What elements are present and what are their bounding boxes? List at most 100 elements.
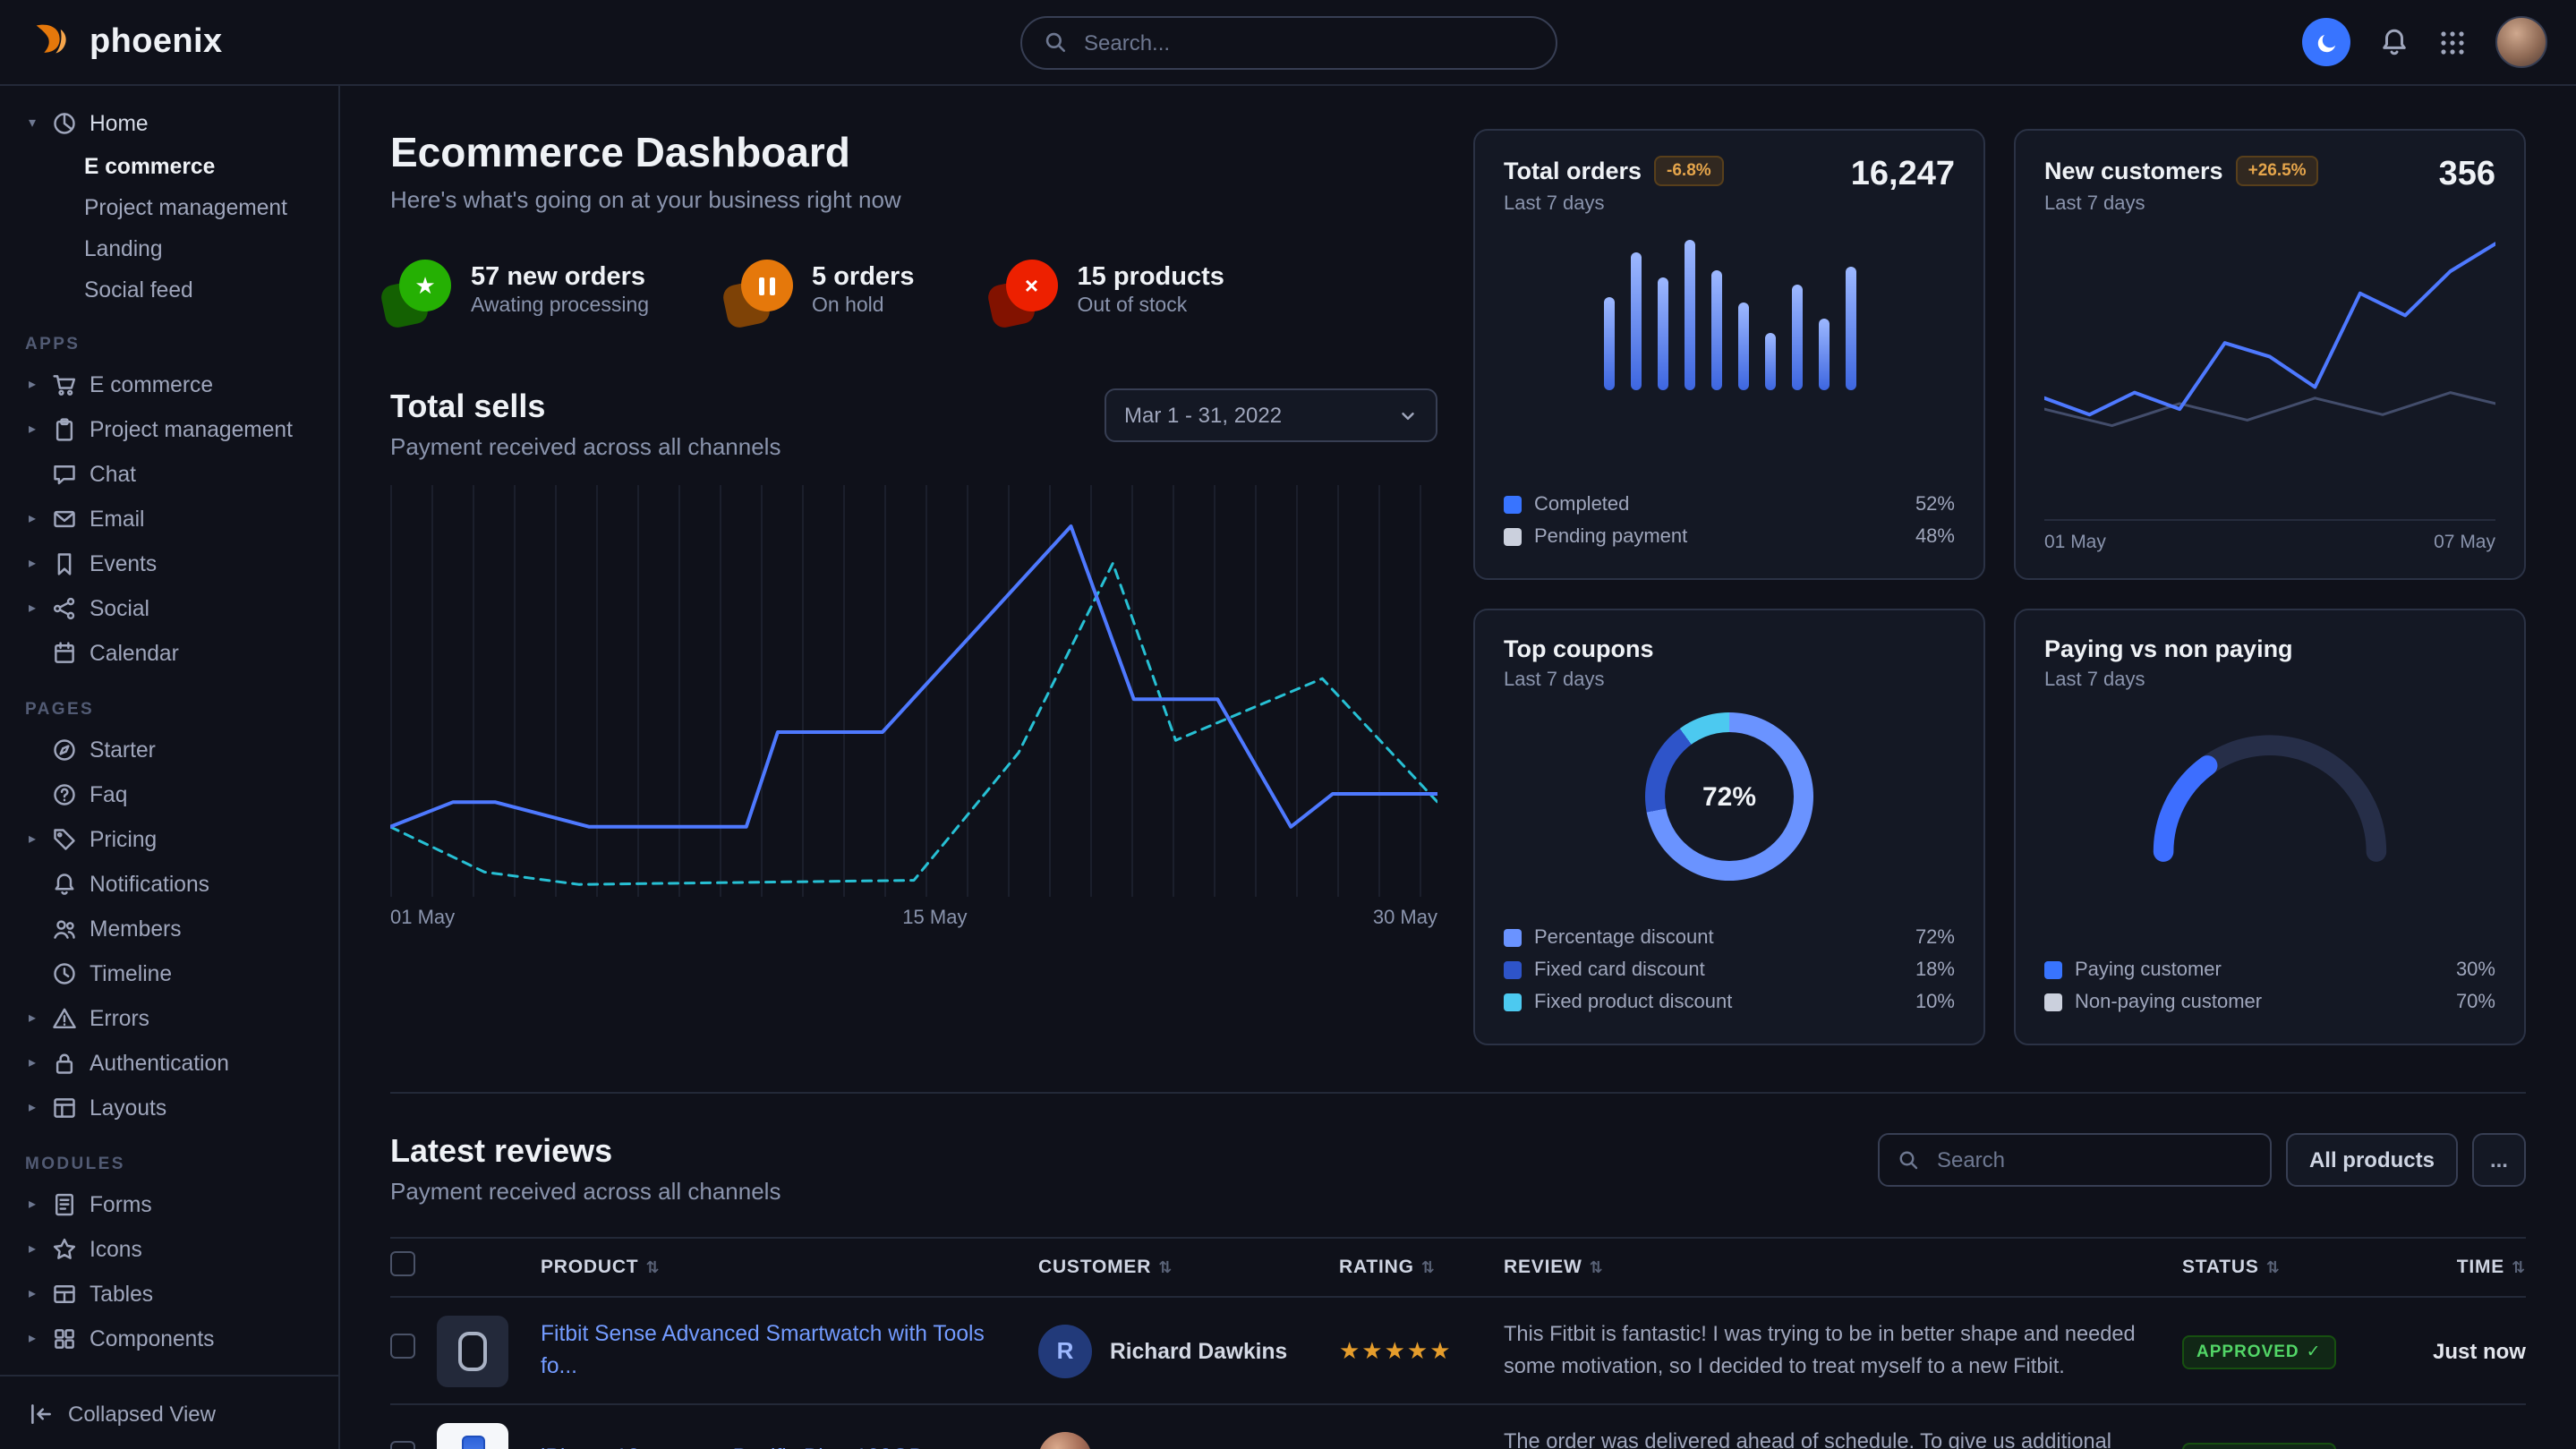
paying-card: Paying vs non paying Last 7 days Paying	[2014, 609, 2526, 1045]
sidebar-item-social[interactable]: ▸ Social	[0, 585, 338, 630]
clock-icon	[52, 960, 77, 985]
sidebar-item-chat[interactable]: Chat	[0, 451, 338, 496]
apps-grid-icon[interactable]	[2438, 28, 2467, 56]
sidebar-subitem-project-management[interactable]: Project management	[0, 186, 338, 227]
card-title: Total orders	[1504, 158, 1642, 184]
date-range-value: Mar 1 - 31, 2022	[1124, 403, 1282, 428]
user-avatar[interactable]	[2495, 16, 2547, 68]
legend-swatch	[2044, 961, 2062, 979]
caret-right-icon: ▸	[25, 1196, 39, 1212]
sidebar-item-tables[interactable]: ▸ Tables	[0, 1271, 338, 1316]
sidebar-item-email[interactable]: ▸ Email	[0, 496, 338, 541]
date-range-select[interactable]: Mar 1 - 31, 2022	[1105, 388, 1437, 442]
tag-icon	[52, 826, 77, 851]
card-caption: Last 7 days	[2044, 669, 2293, 691]
legend-item-non-paying-customer: Non-paying customer70%	[2044, 986, 2495, 1019]
sidebar-subitem-social-feed[interactable]: Social feed	[0, 268, 338, 310]
table-row[interactable]: Fitbit Sense Advanced Smartwatch with To…	[390, 1298, 2526, 1405]
theme-toggle-moon-icon[interactable]	[2302, 18, 2350, 66]
card-title: New customers	[2044, 158, 2223, 184]
sort-icon: ⇅	[1421, 1257, 1436, 1277]
more-options-button[interactable]: ...	[2472, 1133, 2526, 1187]
legend-swatch	[1504, 961, 1522, 979]
sort-icon: ⇅	[2266, 1257, 2281, 1277]
product-thumbnail	[437, 1422, 508, 1449]
column-header-product[interactable]: PRODUCT ⇅	[541, 1257, 1038, 1278]
reviews-search[interactable]	[1878, 1133, 2272, 1187]
sidebar-item-project-management[interactable]: ▸ Project management	[0, 406, 338, 451]
sidebar-item-home[interactable]: ▾ Home	[0, 100, 338, 145]
notifications-bell-icon[interactable]	[2379, 27, 2410, 57]
select-all-checkbox[interactable]	[390, 1250, 415, 1275]
star-badge-icon: ★	[390, 260, 451, 320]
legend-swatch	[1504, 929, 1522, 947]
chevron-down-icon	[1398, 405, 1418, 425]
product-link[interactable]: iPhone 13 pro max-Pacific Blue-128GB sto…	[541, 1443, 1038, 1449]
legend-item-fixed-card-discount: Fixed card discount18%	[1504, 954, 1955, 986]
sidebar-item-icons[interactable]: ▸ Icons	[0, 1226, 338, 1271]
sidebar-item-faq[interactable]: Faq	[0, 771, 338, 816]
collapse-sidebar-button[interactable]: Collapsed View	[0, 1375, 338, 1449]
sidebar-item-layouts[interactable]: ▸ Layouts	[0, 1085, 338, 1129]
sidebar-item-forms[interactable]: ▸ Forms	[0, 1181, 338, 1226]
sidebar-section-apps: APPS	[25, 335, 338, 354]
search-input[interactable]	[1080, 28, 1533, 56]
status-badge: APPROVED ✓	[2182, 1442, 2336, 1449]
table-header-row: PRODUCT ⇅CUSTOMER ⇅RATING ⇅REVIEW ⇅STATU…	[390, 1237, 2526, 1298]
caret-right-icon: ▸	[25, 1054, 39, 1070]
product-link[interactable]: Fitbit Sense Advanced Smartwatch with To…	[541, 1320, 1038, 1382]
legend-swatch	[1504, 496, 1522, 514]
sidebar-subitem-landing[interactable]: Landing	[0, 227, 338, 268]
star-icon	[52, 1236, 77, 1261]
column-header-rating[interactable]: RATING ⇅	[1339, 1257, 1504, 1278]
total-orders-card: Total orders -6.8% Last 7 days 16,247 Co…	[1473, 129, 1985, 580]
column-header-status[interactable]: STATUS ⇅	[2182, 1257, 2383, 1278]
sidebar-item-components[interactable]: ▸ Components	[0, 1316, 338, 1360]
calendar-icon	[52, 640, 77, 665]
row-checkbox[interactable]	[390, 1441, 415, 1449]
sidebar-item-pricing[interactable]: ▸ Pricing	[0, 816, 338, 861]
table-icon	[52, 1281, 77, 1306]
caret-down-icon: ▾	[25, 115, 39, 131]
all-products-button[interactable]: All products	[2286, 1133, 2458, 1187]
users-icon	[52, 916, 77, 941]
table-body: Fitbit Sense Advanced Smartwatch with To…	[390, 1298, 2526, 1449]
sort-icon: ⇅	[645, 1257, 660, 1277]
column-header-review[interactable]: REVIEW ⇅	[1504, 1257, 2182, 1278]
total-sells-subtitle: Payment received across all channels	[390, 433, 780, 460]
collapse-icon	[29, 1401, 54, 1426]
sidebar-item-authentication[interactable]: ▸ Authentication	[0, 1040, 338, 1085]
column-header-time[interactable]: TIME ⇅	[2383, 1257, 2526, 1278]
table-row[interactable]: iPhone 13 pro max-Pacific Blue-128GB sto…	[390, 1405, 2526, 1449]
caret-right-icon: ▸	[25, 376, 39, 392]
sidebar-subitem-e-commerce[interactable]: E commerce	[0, 145, 338, 186]
reviews-search-input[interactable]	[1933, 1146, 2252, 1174]
sidebar-item-events[interactable]: ▸ Events	[0, 541, 338, 585]
pie-chart-icon	[52, 110, 77, 135]
stat-5-orders: 5 ordersOn hold	[731, 260, 914, 320]
card-caption: Last 7 days	[2044, 193, 2319, 215]
sidebar-item-calendar[interactable]: Calendar	[0, 630, 338, 675]
donut-center-value: 72%	[1645, 712, 1813, 881]
sidebar-item-e-commerce[interactable]: ▸ E commerce	[0, 362, 338, 406]
sidebar-item-notifications[interactable]: Notifications	[0, 861, 338, 906]
coupons-donut-chart: 72%	[1645, 712, 1813, 881]
legend-swatch	[2044, 993, 2062, 1011]
collapse-label: Collapsed View	[68, 1401, 216, 1426]
top-coupons-card: Top coupons Last 7 days 72% Percentage d…	[1473, 609, 1985, 1045]
total-sells-title: Total sells	[390, 388, 780, 426]
sidebar-item-errors[interactable]: ▸ Errors	[0, 995, 338, 1040]
new-customers-x-axis: 01 May 07 May	[2044, 519, 2495, 553]
sidebar-item-timeline[interactable]: Timeline	[0, 950, 338, 995]
brand[interactable]: phoenix	[29, 19, 340, 65]
search-icon	[1898, 1149, 1919, 1171]
brand-name: phoenix	[90, 22, 223, 62]
page-title: Ecommerce Dashboard	[390, 129, 1437, 177]
clipboard-icon	[52, 416, 77, 441]
global-search[interactable]	[1019, 15, 1557, 69]
sidebar-item-members[interactable]: Members	[0, 906, 338, 950]
column-header-customer[interactable]: CUSTOMER ⇅	[1038, 1257, 1339, 1278]
sidebar-item-starter[interactable]: Starter	[0, 727, 338, 771]
x-badge-icon: ×	[997, 260, 1058, 320]
row-checkbox[interactable]	[390, 1334, 415, 1359]
